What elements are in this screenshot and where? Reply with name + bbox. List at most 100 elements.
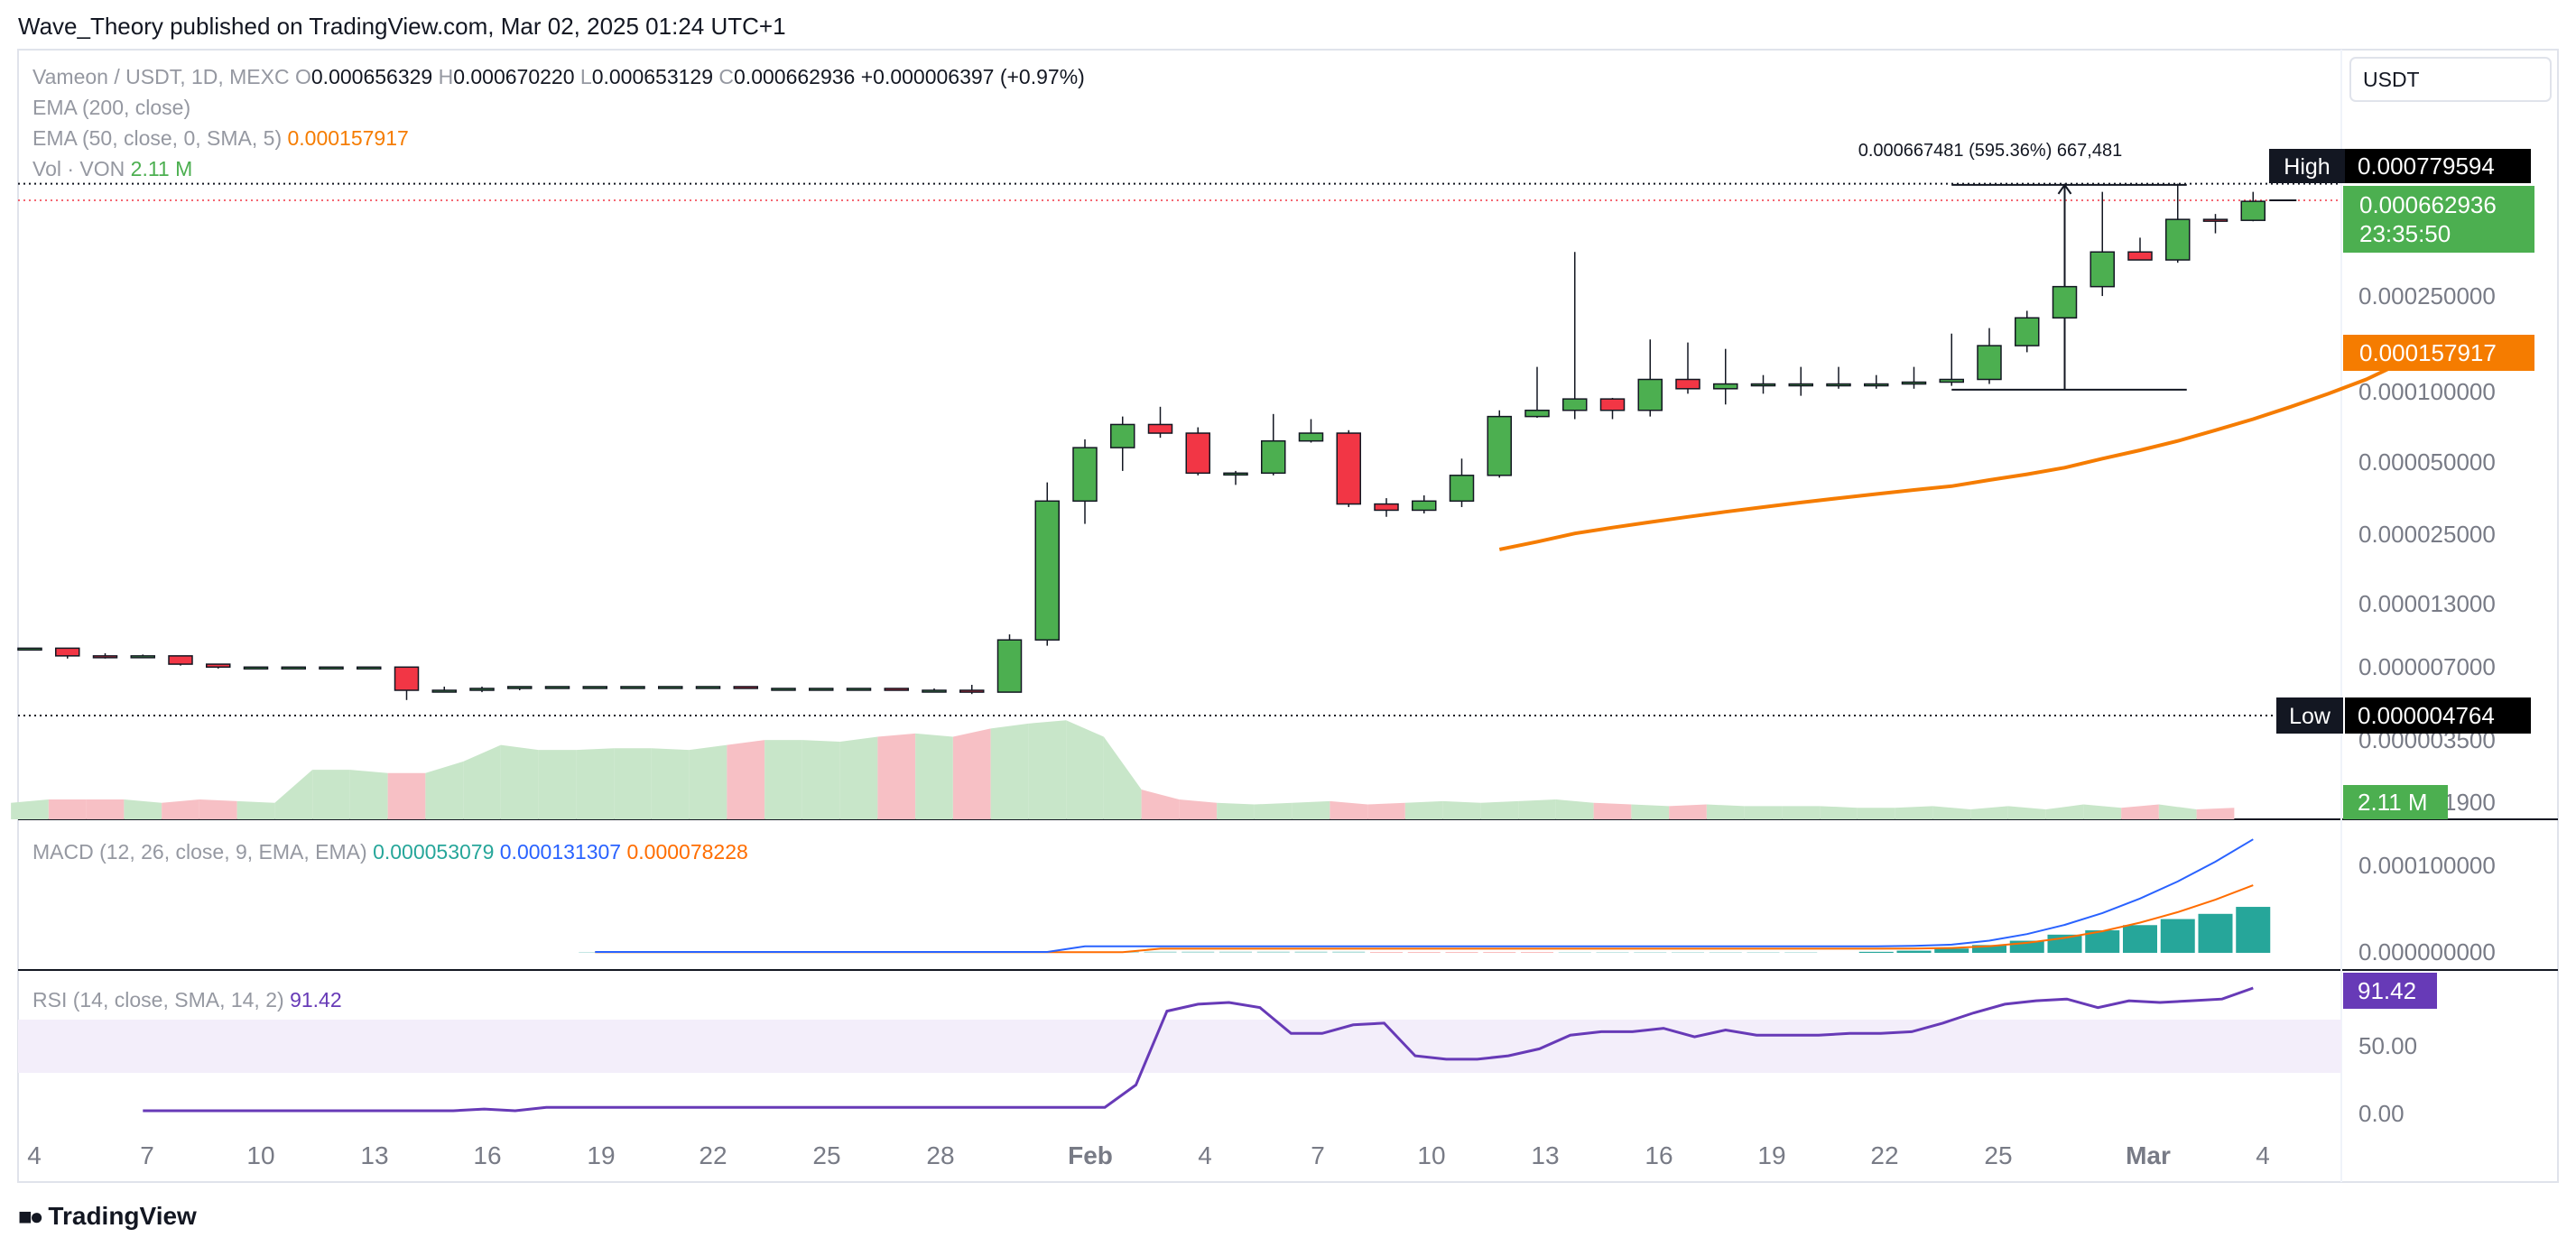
candle-body — [1072, 447, 1098, 503]
volume-area — [312, 770, 350, 819]
x-axis-tick: Mar — [2126, 1141, 2171, 1169]
volume-area — [2196, 808, 2235, 819]
macd-hist-bar — [1896, 950, 1932, 953]
candle-body — [695, 686, 721, 689]
volume-area — [1631, 804, 1670, 819]
volume-area — [1706, 804, 1745, 819]
x-axis-tick: 7 — [140, 1141, 154, 1169]
volume-area — [1518, 799, 1556, 819]
volume-area — [689, 744, 727, 819]
macd-hist-bar — [1219, 951, 1252, 953]
macd-hist-bar — [1972, 945, 2006, 953]
candle-body — [17, 647, 42, 651]
volume-area — [614, 748, 652, 819]
x-axis-tick: 19 — [1757, 1141, 1785, 1169]
legend-ema50: EMA (50, close, 0, SMA, 5) 0.000157917 — [32, 126, 409, 150]
macd-hist-bar — [579, 952, 612, 953]
candle-body — [1487, 415, 1512, 476]
volume-area — [651, 748, 690, 819]
candle-body — [2127, 251, 2153, 261]
high-value-bg — [2345, 149, 2531, 183]
measure-arrow-icon — [2057, 183, 2072, 195]
macd-signal-line — [595, 884, 2254, 954]
macd-hist-bar — [1747, 952, 1780, 953]
macd-hist-bar — [1181, 951, 1215, 953]
currency-button[interactable] — [2349, 57, 2552, 102]
macd-hist-bar — [1445, 952, 1478, 953]
volume-area — [48, 799, 87, 819]
x-axis-tick: 16 — [1645, 1141, 1673, 1169]
volume-area — [1970, 806, 2008, 819]
candle-body — [1336, 432, 1361, 505]
volume-area — [990, 723, 1029, 819]
x-axis-tick: 10 — [1417, 1141, 1445, 1169]
low-label: Low — [2289, 704, 2331, 729]
volume-area — [1895, 806, 1933, 819]
candle-body — [1524, 409, 1550, 418]
volume-area — [1066, 720, 1104, 819]
volume-area — [1480, 800, 1519, 819]
candle-body — [319, 666, 344, 670]
candle-body — [357, 666, 382, 670]
volume-area — [274, 770, 313, 819]
x-axis-tick: 19 — [587, 1141, 615, 1169]
volume-area — [1669, 804, 1707, 819]
x-axis-tick: 22 — [699, 1141, 727, 1169]
candle-body — [1261, 439, 1286, 475]
macd-hist-bar — [1858, 951, 1894, 953]
currency-button-label[interactable]: USDT — [2363, 68, 2420, 91]
price-tick: 0.000050000 — [2358, 448, 2496, 476]
candle-body — [281, 666, 306, 670]
candle-body — [582, 686, 607, 689]
candle-body — [1826, 383, 1851, 387]
volume-area — [349, 770, 388, 819]
volume-area — [2121, 804, 2159, 819]
volume-area — [952, 728, 991, 819]
volume-area — [1254, 802, 1293, 819]
volume-area — [538, 750, 577, 819]
rsi-band — [18, 1020, 2341, 1073]
ema50-line — [1498, 345, 2442, 551]
macd-hist-bar — [1256, 951, 1290, 953]
ema-badge-value: 0.000157917 — [2359, 339, 2497, 366]
candle-body — [771, 688, 796, 691]
price-tick: 0.000013000 — [2358, 590, 2496, 617]
low-value: 0.000004764 — [2358, 702, 2495, 729]
candle-body — [55, 647, 80, 657]
candle-body — [2090, 251, 2115, 288]
brand-name: TradingView — [48, 1202, 197, 1230]
volume-area — [11, 799, 49, 819]
volume-area — [1141, 790, 1180, 819]
candle-body — [1939, 378, 1964, 383]
candle-body — [2202, 218, 2229, 222]
candle-body — [206, 663, 231, 669]
x-axis-tick: 22 — [1870, 1141, 1898, 1169]
rsi-tick: 50.00 — [2358, 1032, 2417, 1059]
candle-body — [1864, 383, 1889, 387]
macd-hist-bar — [2160, 919, 2195, 953]
macd-hist-bar — [1294, 951, 1328, 953]
x-axis-tick: 4 — [27, 1141, 42, 1169]
candle-body — [130, 655, 155, 659]
x-axis-tick: 28 — [926, 1141, 954, 1169]
candle-body — [1298, 432, 1324, 442]
candle-body — [1599, 398, 1626, 411]
macd-hist-bar — [1407, 952, 1441, 953]
candle-body — [1412, 500, 1437, 512]
candle-body — [1562, 398, 1588, 411]
volume-badge — [2343, 785, 2448, 819]
volume-area — [124, 799, 162, 819]
x-axis-tick: 4 — [2256, 1141, 2270, 1169]
volume-area — [1179, 799, 1218, 819]
tradingview-brand[interactable]: ■● TradingView — [18, 1202, 197, 1231]
publisher-attribution: Wave_Theory published on TradingView.com… — [18, 13, 786, 40]
volume-area — [1857, 808, 1895, 819]
candle-body — [92, 655, 118, 659]
ema-badge — [2343, 335, 2534, 371]
candle-body — [1223, 472, 1248, 476]
candle-body — [733, 686, 758, 689]
candle-body — [1147, 423, 1173, 434]
x-axis-tick: Feb — [1068, 1141, 1113, 1169]
candle-body — [1788, 383, 1813, 387]
